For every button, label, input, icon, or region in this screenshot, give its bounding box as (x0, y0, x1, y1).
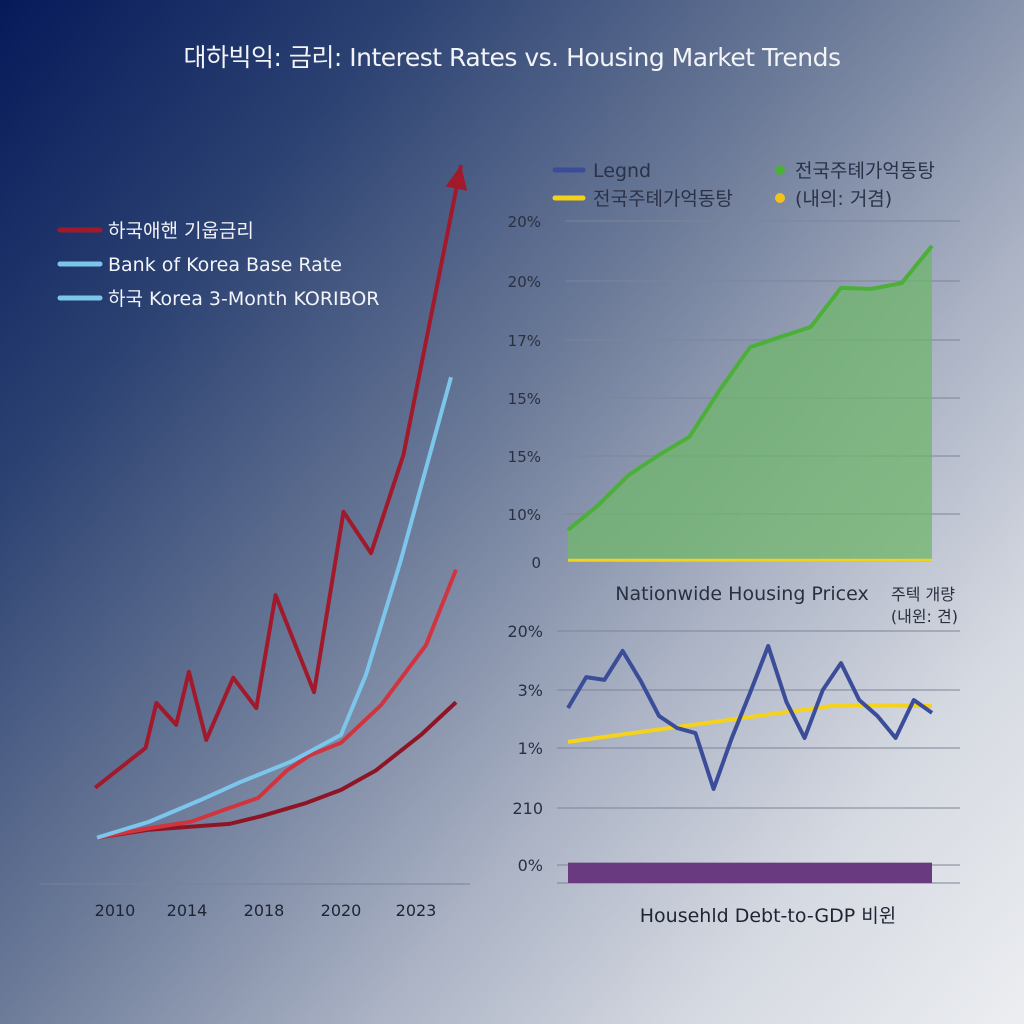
y-tick-label: 1% (518, 739, 543, 758)
annotation-label: 주텍 개량 (891, 585, 955, 604)
y-tick-label: 10% (508, 506, 541, 524)
y-tick-label: 15% (508, 390, 541, 408)
legend-label: 전국주톄가억동탕 (593, 188, 733, 210)
legend-label: 하국애핸 기웁금리 (108, 220, 254, 242)
y-tick-label: 210 (512, 799, 543, 818)
x-tick-label: 2014 (167, 901, 208, 920)
y-tick-label: 0 (531, 554, 541, 572)
legend-label: 하국 Korea 3-Month KORIBOR (108, 288, 379, 310)
series-line (96, 569, 458, 840)
area-fill (568, 245, 932, 562)
arrow-head-icon (445, 165, 468, 191)
x-tick-label: 2020 (321, 901, 362, 920)
y-tick-label: 15% (508, 448, 541, 466)
x-axis-title: Nationwide Housing Pricex (615, 583, 868, 605)
series-line (96, 700, 458, 840)
y-tick-label: 20% (508, 213, 541, 231)
x-tick-label: 2018 (244, 901, 285, 920)
x-tick-label: 2010 (95, 901, 136, 920)
series-line (96, 376, 453, 840)
y-tick-label: 17% (508, 332, 541, 350)
y-tick-label: 3% (518, 681, 543, 700)
series-line (566, 643, 934, 791)
legend-dot-icon (775, 165, 785, 175)
legend-label: Legnd (593, 160, 651, 182)
legend-dot-icon (775, 193, 785, 203)
y-tick-label: 20% (508, 273, 541, 291)
x-tick-label: 2023 (396, 901, 437, 920)
series-line (93, 164, 463, 790)
series-line (566, 244, 934, 532)
x-axis-title: Househld Debt-to-GDP 비윈 (640, 905, 896, 927)
chart-title: 대하빅익: 금리: Interest Rates vs. Housing Mar… (183, 43, 841, 72)
bar (568, 862, 932, 884)
series-line (567, 702, 933, 744)
annotation-label: (내윈: 견) (891, 607, 958, 626)
y-tick-label: 20% (507, 622, 543, 641)
legend-label: (내의: 거겸) (795, 188, 892, 210)
legend-label: 전국주톄가억동탕 (795, 160, 935, 182)
y-tick-label: 0% (518, 856, 543, 875)
legend-label: Bank of Korea Base Rate (108, 254, 342, 276)
